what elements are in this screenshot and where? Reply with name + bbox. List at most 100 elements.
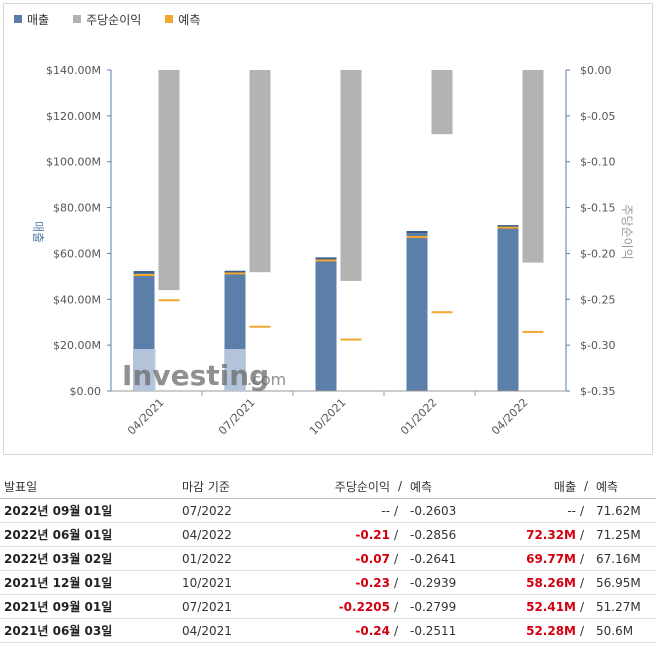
row-rev-sep: / <box>576 546 596 571</box>
row-eps-sep: / <box>390 618 410 643</box>
header-rev-forecast[interactable]: 예측 <box>596 474 656 499</box>
table-row: 2022년 06월 01일 04/2022 -0.21/-0.2856 72.32M /… <box>0 522 656 547</box>
y-tick-left-label: $0.00 <box>70 385 102 398</box>
revenue-bar <box>315 257 337 391</box>
earnings-table: 발표일 마감 기준 주당순이익 / 예측 매출 / 예측 2022년 09월 0… <box>0 474 656 643</box>
row-eps-actual: -0.24 <box>278 618 390 643</box>
legend-item-forecast[interactable]: 예측 <box>165 11 200 28</box>
eps-bar <box>158 70 180 291</box>
eps-forecast-mark <box>249 325 271 328</box>
row-eps-forecast: -0.2939 <box>410 570 496 595</box>
watermark-block <box>134 349 156 391</box>
legend-item-revenue[interactable]: 매출 <box>14 11 49 28</box>
row-eps-forecast: -0.2856 <box>410 522 496 547</box>
row-rev-sep: / <box>576 522 596 547</box>
revenue-forecast-mark <box>133 273 155 276</box>
row-eps-sep: / <box>390 546 410 571</box>
row-eps-actual: -0.07 <box>278 546 390 571</box>
row-eps-forecast: -0.2641 <box>410 546 496 571</box>
y-tick-right-label: $-0.35 <box>580 385 615 398</box>
row-rev-sep: / <box>576 618 596 643</box>
header-revenue[interactable]: 매출 <box>496 474 576 499</box>
legend-swatch-forecast <box>165 15 174 23</box>
header-eps[interactable]: 주당순이익 <box>278 474 390 499</box>
row-rev-forecast: 50.6M <box>596 618 656 643</box>
row-revenue-actual: 58.26M <box>496 570 576 595</box>
x-tick-label: 04/2021 <box>125 396 167 438</box>
row-date: 2021년 09월 01일 <box>0 594 176 619</box>
row-eps-sep: / <box>390 498 410 523</box>
table-row: 2021년 06월 03일 04/2021 -0.24/-0.2511 52.28M /… <box>0 618 656 643</box>
row-eps-actual: -0.23 <box>278 570 390 595</box>
header-date[interactable]: 발표일 <box>0 474 176 499</box>
row-eps-forecast: -0.2799 <box>410 594 496 619</box>
row-eps-actual: -0.21 <box>278 522 390 547</box>
revenue-bar-cap <box>406 231 428 234</box>
row-period: 10/2021 <box>176 570 278 595</box>
y-tick-left-label: $120.00M <box>46 110 101 123</box>
y-tick-left-label: $80.00M <box>53 202 101 215</box>
row-eps-sep: / <box>390 522 410 547</box>
revenue-forecast-mark <box>315 259 337 262</box>
y-tick-left-label: $100.00M <box>46 156 101 169</box>
row-period: 04/2022 <box>176 522 278 547</box>
row-period: 01/2022 <box>176 546 278 571</box>
legend-label: 매출 <box>27 12 50 27</box>
header-eps-forecast[interactable]: 예측 <box>410 474 496 499</box>
row-rev-sep: / <box>576 570 596 595</box>
eps-forecast-mark <box>158 299 180 302</box>
y-tick-right-label: $-0.20 <box>580 247 615 260</box>
revenue-bar-cap <box>497 225 519 228</box>
revenue-bar-cap <box>224 270 246 273</box>
x-tick-label: 01/2022 <box>398 396 440 438</box>
x-tick-label: 07/2021 <box>216 396 258 438</box>
row-eps-actual: -- <box>278 498 390 523</box>
row-revenue-actual: -- <box>496 498 576 523</box>
legend-swatch-eps <box>73 15 82 23</box>
row-period: 04/2021 <box>176 618 278 643</box>
revenue-bar-cap <box>133 271 155 274</box>
row-eps-actual: -0.2205 <box>278 594 390 619</box>
y-tick-right-label: $-0.15 <box>580 202 615 215</box>
eps-bar <box>249 70 271 273</box>
legend-item-eps[interactable]: 주당순이익 <box>73 11 141 28</box>
table-row: 2021년 09월 01일 07/2021 -0.2205/-0.2799 52.41… <box>0 594 656 619</box>
legend-label: 주당순이익 <box>86 12 142 27</box>
row-date: 2022년 09월 01일 <box>0 498 176 523</box>
legend-swatch-revenue <box>14 15 22 23</box>
y-tick-right-label: $0.00 <box>580 64 612 77</box>
revenue-forecast-mark <box>224 272 246 275</box>
revenue-bar-cap <box>315 257 337 260</box>
row-eps-sep: / <box>390 594 410 619</box>
row-rev-forecast: 71.62M <box>596 498 656 523</box>
row-revenue-actual: 72.32M <box>496 522 576 547</box>
row-eps-forecast: -0.2511 <box>410 618 496 643</box>
row-rev-forecast: 56.95M <box>596 570 656 595</box>
eps-bar <box>340 70 362 281</box>
y-tick-left-label: $40.00M <box>53 293 101 306</box>
table-row: 2022년 09월 01일 07/2022 -- / -0.2603 --/71.62M <box>0 498 656 523</box>
y-tick-left-label: $140.00M <box>46 64 101 77</box>
header-rev-sep: / <box>576 474 596 499</box>
header-period[interactable]: 마감 기준 <box>176 474 278 499</box>
watermark-text: Investing <box>122 359 269 392</box>
y-tick-right-label: $-0.10 <box>580 156 615 169</box>
row-rev-forecast: 71.25M <box>596 522 656 547</box>
row-eps-forecast: -0.2603 <box>410 498 496 523</box>
earnings-chart: $0.00 $20.00M $40.00M $60.00M $80.00M $100.00… <box>31 64 634 438</box>
eps-forecast-mark <box>340 338 362 341</box>
row-date: 2021년 12월 01일 <box>0 570 176 595</box>
x-tick-label: 04/2022 <box>489 396 531 438</box>
revenue-bar <box>497 225 519 391</box>
row-rev-sep: / <box>576 498 596 523</box>
header-eps-sep: / <box>390 474 410 499</box>
watermark-block <box>224 349 246 391</box>
y-tick-right-label: $-0.05 <box>580 110 615 123</box>
row-revenue-actual: 69.77M <box>496 546 576 571</box>
eps-bar <box>431 70 453 135</box>
y-axis-label-right: 주당순이익 <box>620 204 634 259</box>
row-eps-sep: / <box>390 570 410 595</box>
row-revenue-actual: 52.41M <box>496 594 576 619</box>
revenue-forecast-mark <box>406 236 428 239</box>
chart-legend: 매출 주당순이익 예측 <box>4 4 214 34</box>
